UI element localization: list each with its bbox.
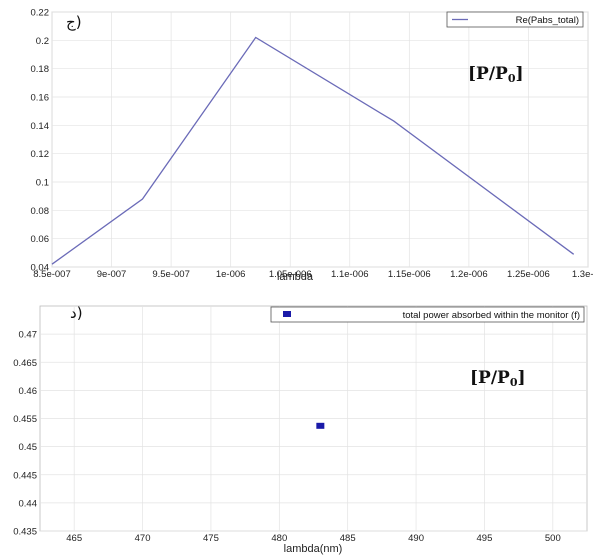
y-tick-label: 0.45 [19,442,38,453]
x-tick-label: 500 [545,533,561,544]
panel-label-bottom: د) [70,304,83,322]
x-tick-label: 1.1e-006 [331,269,369,280]
y-tick-label: 0.44 [19,498,38,509]
x-tick-label: 475 [203,533,219,544]
x-tick-label: 1.25e-006 [507,269,550,280]
x-axis-label-top: lambda [277,271,314,283]
y-ticks-bottom: 0.435 0.44 0.445 0.45 0.455 0.46 0.465 0.47 [13,330,37,538]
x-tick-label: 490 [408,533,424,544]
annotation-close-top: ] [515,64,523,84]
series-line-re-pabs-total [51,36,575,265]
y-tick-label: 0.435 [13,527,37,538]
series-points-total-power [316,422,325,429]
chart-panel-top: 0.04 0.06 0.08 0.1 0.12 0.14 0.16 0.18 0.2 0.22 8… [31,8,593,284]
chart-panel-bottom: 0.435 0.44 0.445 0.45 0.455 0.46 0.465 0.47 465… [13,304,588,555]
x-ticks-bottom: 465 470 475 480 485 490 495 500 [66,533,560,544]
annotation-close-bottom: ] [517,368,525,388]
y-tick-label: 0.22 [31,8,50,19]
x-tick-label: 1.3e-00 [572,269,593,280]
y-tick-label: 0.16 [31,93,50,104]
panel-label-top: ج) [66,13,82,32]
y-tick-label: 0.455 [13,414,37,425]
annotation-main-bottom: [P/P [470,368,510,388]
legend-swatch-square [283,311,291,317]
y-tick-label: 0.08 [31,206,50,217]
y-tick-label: 0.2 [36,36,49,47]
legend-box-bottom [270,306,585,323]
y-tick-label: 0.46 [19,386,38,397]
legend-entry-re-pabs-total: Re(Pabs_total) [516,15,579,26]
plot-area-top [51,11,589,268]
x-tick-label: 1.05e-006 [269,269,312,280]
x-tick-label: 1.15e-006 [388,269,431,280]
x-tick-label: 495 [477,533,493,544]
annotation-p-over-p0-top: [P/P0] [468,64,524,85]
x-tick-label: 9e-007 [97,269,127,280]
x-axis-label-bottom: lambda(nm) [284,543,343,555]
x-tick-label: 470 [135,533,151,544]
annotation-main-top: [P/P [468,64,508,84]
annotation-sub-top: 0 [508,72,516,85]
legend-bottom: total power absorbed within the monitor … [270,306,585,323]
x-tick-label: 485 [340,533,356,544]
y-tick-label: 0.06 [31,234,50,245]
x-tick-label: 465 [66,533,82,544]
y-tick-label: 0.47 [19,330,38,341]
y-tick-label: 0.18 [31,64,50,75]
y-ticks-top: 0.04 0.06 0.08 0.1 0.12 0.14 0.16 0.18 0.2 0.22 [31,8,50,274]
y-tick-label: 0.465 [13,358,37,369]
grid-bottom [40,306,587,532]
y-tick-label: 0.04 [31,263,50,274]
data-point [316,422,325,429]
x-tick-label: 480 [271,533,287,544]
x-tick-label: 8.5e-007 [33,269,71,280]
x-tick-label: 1e-006 [216,269,246,280]
y-tick-label: 0.445 [13,470,37,481]
y-tick-label: 0.14 [31,121,50,132]
legend-box-top [446,11,584,28]
legend-top: Re(Pabs_total) [446,11,584,28]
annotation-p-over-p0-bottom: [P/P0] [470,368,526,389]
grid-top [51,11,589,268]
y-tick-label: 0.1 [36,178,49,189]
y-tick-label: 0.12 [31,149,50,160]
annotation-sub-bottom: 0 [510,376,518,389]
x-tick-label: 9.5e-007 [152,269,190,280]
x-ticks-top: 8.5e-007 9e-007 9.5e-007 1e-006 1.05e-006 1.1… [33,269,593,280]
x-tick-label: 1.2e-006 [450,269,488,280]
legend-entry-total-power: total power absorbed within the monitor … [403,310,580,321]
